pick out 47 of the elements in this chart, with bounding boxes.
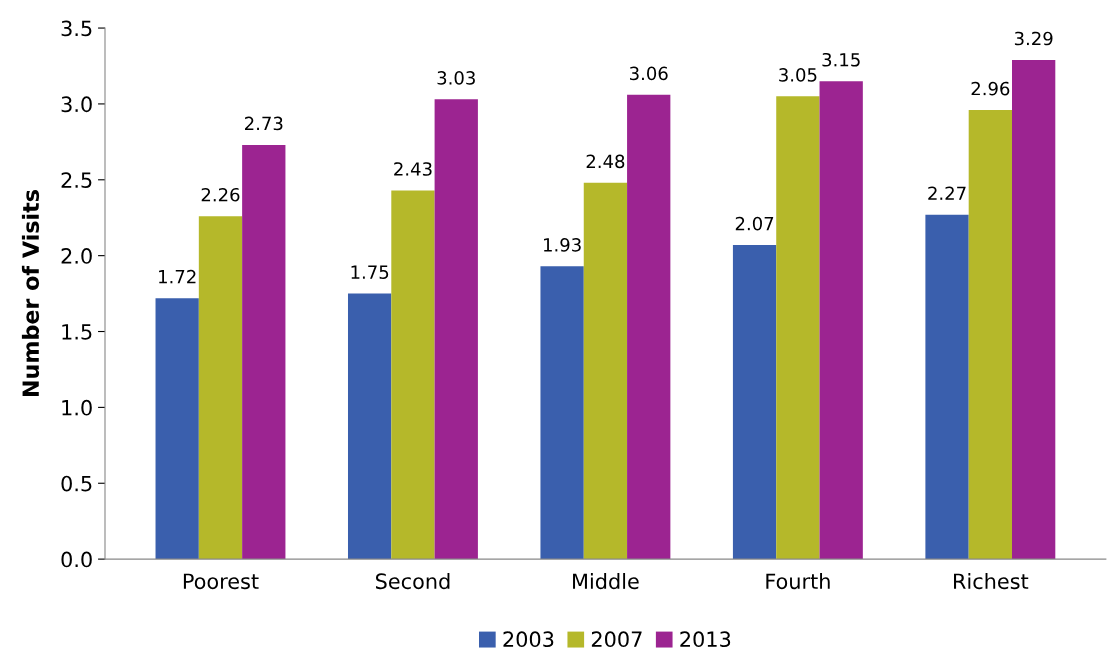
y-tick-label: 2.0 [61, 248, 92, 264]
y-tick-label: 3.5 [61, 20, 92, 37]
bar [583, 182, 628, 560]
data-label: 3.05 [779, 68, 817, 82]
y-tick-label: 0.5 [61, 475, 92, 492]
data-label: 2.43 [394, 162, 432, 176]
legend-label: 2007 [591, 631, 642, 648]
data-label: 1.93 [543, 238, 581, 252]
bar [198, 216, 243, 560]
data-label: 2.07 [735, 216, 774, 231]
data-label: 2.73 [245, 116, 283, 131]
y-tick-label: 1.0 [62, 399, 92, 416]
data-label: 2.96 [971, 81, 1010, 96]
data-label: 2.27 [928, 186, 966, 200]
y-tick-label: 0.0 [61, 551, 92, 568]
x-tick-label: Fourth [766, 573, 830, 590]
bar [242, 144, 286, 560]
data-label: 2.26 [201, 187, 240, 202]
bar [776, 96, 820, 560]
bar [819, 81, 863, 560]
y-axis-title: Number of Visits [21, 190, 40, 397]
bar [540, 266, 584, 560]
bar [925, 214, 969, 560]
legend-label: 2013 [680, 631, 731, 648]
bar [732, 245, 777, 560]
y-tick-label: 3.0 [61, 96, 92, 113]
x-tick-label: Middle [573, 573, 639, 590]
bar [434, 99, 478, 560]
data-label: 3.29 [1014, 31, 1053, 46]
x-tick-label: Richest [954, 573, 1029, 590]
legend-label: 2003 [503, 631, 554, 648]
data-label: 2.48 [586, 154, 625, 169]
bar [627, 94, 671, 560]
data-label: 3.15 [822, 52, 860, 67]
data-label: 1.72 [159, 269, 196, 284]
data-label: 3.03 [437, 71, 475, 85]
y-tick-label: 2.5 [61, 172, 92, 188]
y-tick-label: 1.5 [62, 324, 92, 340]
x-tick-label: Poorest [183, 573, 259, 590]
data-label: 3.06 [630, 66, 668, 81]
bar [347, 293, 392, 560]
x-tick-label: Second [375, 573, 450, 590]
bar [155, 298, 199, 560]
bar [968, 109, 1012, 560]
data-label: 1.75 [351, 265, 389, 279]
bar [391, 190, 435, 560]
bar [1012, 59, 1056, 560]
